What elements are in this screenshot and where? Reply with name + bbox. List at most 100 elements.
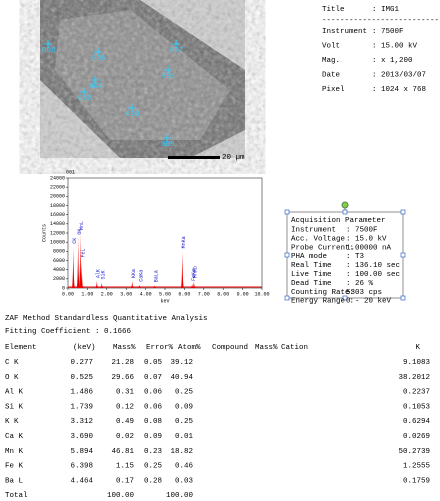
table-header: Atom% (178, 344, 201, 352)
table-cell: 0.28 (144, 477, 162, 485)
acq-label: PHA mode (291, 253, 327, 261)
acq-value: 1.00000 nA (346, 244, 392, 252)
table-cell: Al K (5, 389, 24, 397)
point-label: 005 (92, 55, 106, 63)
y-tick-label: 14000 (50, 221, 65, 227)
table-cell: Ca K (5, 433, 24, 441)
point-marker (172, 40, 180, 48)
y-tick-label: 16000 (50, 212, 65, 218)
table-cell: 46.81 (111, 448, 134, 456)
x-tick-label: 3.00 (120, 291, 132, 297)
spectrum-peak (190, 283, 194, 288)
peak-label: CK (72, 238, 78, 244)
table-cell: 1.2555 (403, 463, 431, 471)
table-cell: 3.312 (70, 418, 93, 426)
x-tick-label: 2.00 (101, 291, 113, 297)
peak-label: BaLa (153, 270, 159, 282)
info-label: Volt (322, 42, 340, 50)
info-label: Pixel (322, 86, 345, 94)
point-marker (94, 48, 102, 56)
info-value: : 7500F (372, 28, 404, 36)
table-cell: 0.07 (144, 374, 162, 382)
acq-value: : T3 (346, 253, 365, 261)
info-label: Mag. (322, 57, 340, 65)
y-tick-label: 20000 (50, 194, 65, 200)
peak-label: SiK (101, 270, 107, 279)
spectrum-peak (130, 281, 134, 288)
x-tick-label: 0.00 (62, 291, 74, 297)
table-cell: 0.09 (175, 403, 193, 411)
point-marker (164, 66, 172, 74)
acq-label: Real Time (291, 262, 332, 270)
peak-label: MnKb (193, 266, 199, 278)
x-tick-label: 8.00 (217, 291, 229, 297)
point-marker (163, 134, 171, 142)
acq-label: Acc. Voltage (291, 235, 345, 243)
table-cell: C K (5, 359, 19, 367)
x-tick-label: 9.00 (237, 291, 249, 297)
spectrum-peak (100, 282, 104, 288)
table-cell: 0.17 (116, 477, 134, 485)
table-cell: 0.23 (144, 448, 163, 456)
table-cell: 0.1759 (403, 477, 430, 485)
table-cell: Fe K (5, 463, 24, 471)
table-cell: 0.277 (70, 359, 93, 367)
acq-value: 0 - 20 keV (346, 298, 392, 306)
point-marker (80, 88, 88, 96)
table-cell: 0.06 (144, 403, 163, 411)
acq-label: Live Time (291, 271, 332, 279)
table-cell: Si K (5, 403, 24, 411)
spectrum-peak (78, 233, 82, 288)
spectrum-peak (137, 284, 142, 288)
table-header: (keV) (73, 344, 96, 352)
point-label: 001 (162, 73, 176, 81)
point-marker (91, 76, 99, 84)
table-cell: 9.1083 (403, 359, 431, 367)
info-separator: ---------------------------- (322, 17, 440, 25)
acq-value: : 7500F (346, 226, 378, 234)
x-tick-label: 1.00 (81, 291, 93, 297)
acq-label: Energy Range : (291, 298, 354, 306)
table-cell: 0.46 (175, 463, 194, 471)
table-cell: 0.03 (175, 477, 194, 485)
info-value: : IMG1 (372, 6, 400, 14)
table-cell: 50.2739 (398, 448, 430, 456)
table-cell: 0.02 (116, 433, 134, 441)
table-cell: 5.894 (70, 448, 93, 456)
table-cell: 0.31 (116, 389, 135, 397)
y-tick-label: 18000 (50, 203, 65, 209)
info-label: Date (322, 71, 340, 79)
table-cell: 0.09 (144, 433, 162, 441)
table-cell: Mn K (5, 448, 24, 456)
table-cell: 40.94 (170, 374, 193, 382)
table-header: Mass% (255, 344, 278, 352)
table-cell: 29.66 (111, 374, 134, 382)
table-cell: 0.49 (116, 418, 134, 426)
y-tick-label: 12000 (50, 230, 65, 236)
x-tick-label: 7.00 (198, 291, 210, 297)
y-axis-label: Counts (41, 224, 47, 242)
acq-label: Probe Current: (291, 244, 354, 252)
table-cell: 0.01 (175, 433, 194, 441)
table-cell: 1.739 (70, 403, 93, 411)
table-cell: 3.690 (70, 433, 93, 441)
table-total: 100.00 (107, 492, 135, 500)
y-tick-label: 8000 (53, 249, 65, 255)
y-tick-label: 0 (62, 285, 65, 291)
x-tick-label: 4.00 (140, 291, 152, 297)
table-cell: 0.525 (70, 374, 93, 382)
acq-value: : 100.00 sec (346, 271, 400, 279)
point-marker (128, 104, 136, 112)
x-axis-label: keV (160, 298, 169, 304)
acq-value: : 15.0 kV (346, 235, 387, 243)
table-header: Compound (212, 344, 248, 352)
info-value: : x 1,200 (372, 57, 413, 65)
acq-label: Instrument (291, 226, 336, 234)
table-cell: O K (5, 374, 19, 382)
info-label: Title (322, 6, 345, 14)
table-cell: 0.6294 (403, 418, 431, 426)
y-tick-label: 24000 (50, 175, 65, 181)
point-label: 007 (170, 47, 184, 55)
peak-label: CaKa (138, 270, 144, 282)
table-total: 100.00 (166, 492, 194, 500)
